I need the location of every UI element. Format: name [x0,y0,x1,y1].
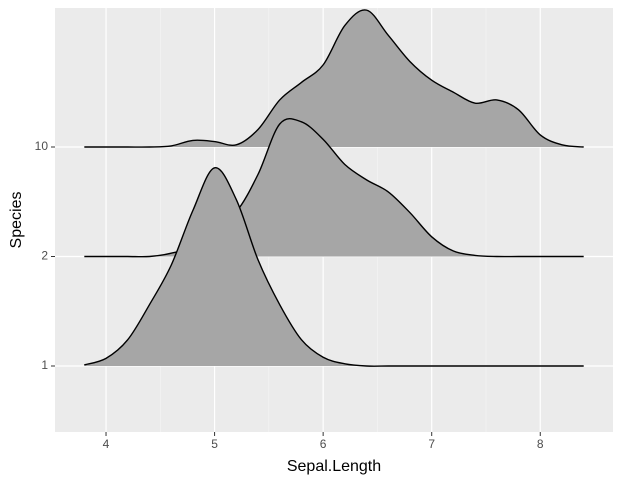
x-tick-label: 6 [320,437,327,451]
y-tick-label: 10 [35,139,49,153]
ridge-line [84,167,584,367]
axes: 4 5 6 7 8 1 2 10 [35,139,544,451]
x-tick-label: 7 [428,437,435,451]
ridge-line [84,117,584,258]
y-axis-title: Species [8,192,25,249]
ridge-line [84,9,584,148]
y-tick-label: 2 [41,249,48,263]
ridge-area [84,118,584,257]
x-tick-label: 5 [211,437,218,451]
ridge-area [84,167,584,367]
y-tick-label: 1 [41,358,48,372]
x-axis-title: Sepal.Length [287,458,381,475]
ridges [84,9,584,367]
x-tick-label: 4 [103,437,110,451]
ridge-area [84,9,584,148]
x-tick-label: 8 [537,437,544,451]
